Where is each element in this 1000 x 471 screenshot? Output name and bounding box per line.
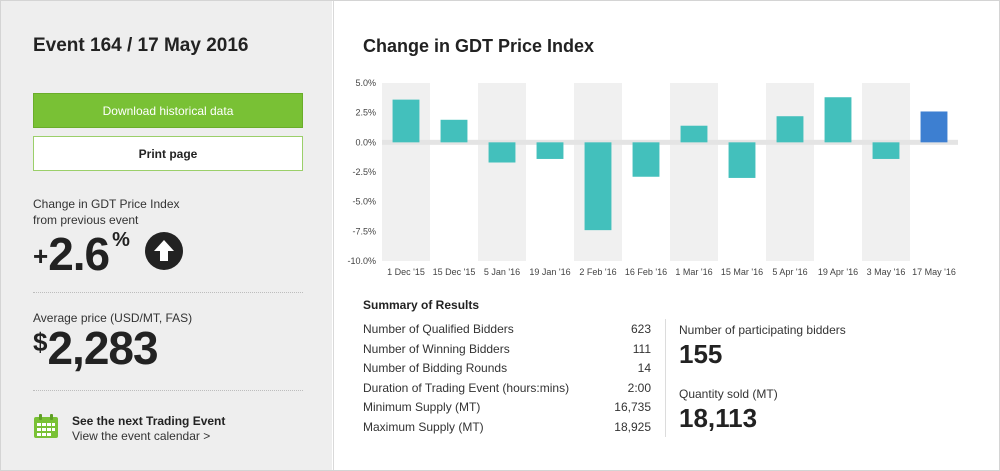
bar (584, 142, 612, 231)
view-event-calendar-link[interactable]: View the event calendar > (72, 429, 211, 443)
summary-row-label: Duration of Trading Event (hours:mins) (363, 380, 570, 395)
summary-row-label: Number of Qualified Bidders (363, 322, 514, 336)
summary-row-value: 623 (630, 322, 651, 336)
y-tick-label: 0.0% (355, 137, 376, 147)
up-arrow-icon (145, 232, 183, 270)
x-tick-label: 2 Feb '16 (579, 267, 616, 277)
bar (680, 125, 708, 143)
column-shade (862, 83, 910, 261)
quantity-sold-value: 18,113 (679, 403, 758, 433)
x-tick-label: 16 Feb '16 (625, 267, 667, 277)
x-tick-label: 5 Jan '16 (484, 267, 520, 277)
summary-row: Maximum Supply (MT) 18,925 (363, 420, 651, 438)
quantity-sold-label: Quantity sold (MT) (679, 387, 778, 401)
x-tick-label: 5 Apr '16 (772, 267, 807, 277)
y-tick-label: -7.5% (352, 226, 376, 236)
bar (440, 119, 468, 143)
y-tick-label: -5.0% (352, 197, 376, 207)
avg-price-label: Average price (USD/MT, FAS) (33, 311, 193, 325)
print-page-button[interactable]: Print page (33, 136, 303, 171)
summary-row: Number of Winning Bidders 111 (363, 342, 651, 360)
chart-panel: Change in GDT Price Index 5.0% 2.5% 0.0% -2… (333, 1, 999, 470)
column-shade (670, 83, 718, 261)
summary-row-value: 16,735 (614, 400, 651, 414)
participating-bidders-label: Number of participating bidders (679, 323, 846, 337)
divider (33, 390, 303, 391)
chart-title: Change in GDT Price Index (363, 36, 595, 56)
vertical-divider (665, 319, 666, 437)
summary-title: Summary of Results (363, 298, 480, 312)
change-sublabel: from previous event (33, 213, 139, 227)
y-tick-label: 2.5% (355, 108, 376, 118)
zero-line (382, 139, 958, 145)
avg-price-currency: $ (33, 327, 48, 357)
summary-row-value: 14 (637, 361, 651, 375)
summary-row-value: 2:00 (627, 380, 651, 395)
summary-row-label: Number of Winning Bidders (363, 341, 510, 356)
bar (632, 142, 660, 177)
x-tick-label: 3 May '16 (867, 267, 906, 277)
x-tick-label: 15 Mar '16 (721, 267, 763, 277)
bar (920, 111, 948, 143)
summary-row: Number of Bidding Rounds 14 (363, 361, 651, 379)
x-tick-label: 19 Jan '16 (529, 267, 570, 277)
summary-row-value: 111 (632, 341, 651, 356)
bar (824, 97, 852, 143)
x-tick-label: 19 Apr '16 (818, 267, 858, 277)
event-summary-panel: Event 164 / 17 May 2016 Download histori… (1, 1, 332, 470)
participating-bidders-value: 155 (679, 339, 723, 369)
summary-row-label: Number of Bidding Rounds (363, 361, 508, 375)
y-tick-label: -2.5% (352, 167, 376, 177)
column-shade (478, 83, 526, 261)
change-sign: + (33, 241, 49, 271)
summary-row: Duration of Trading Event (hours:mins) 2:… (363, 381, 651, 399)
change-label: Change in GDT Price Index (33, 197, 180, 211)
summary-row-label: Maximum Supply (MT) (363, 419, 484, 434)
change-value-group: +2.6% (33, 227, 130, 281)
price-index-chart: 5.0% 2.5% 0.0% -2.5% -5.0% -7.5% -10.0% 1 Dec '… (347, 78, 958, 277)
divider (33, 292, 303, 293)
summary-row: Number of Qualified Bidders 623 (363, 322, 651, 340)
bar (728, 142, 756, 178)
summary-row: Minimum Supply (MT) 16,735 (363, 400, 651, 418)
bar (392, 99, 420, 143)
next-event-title: See the next Trading Event (72, 414, 226, 428)
bar (872, 142, 900, 159)
x-tick-label: 15 Dec '15 (433, 267, 476, 277)
calendar-icon (33, 413, 59, 439)
x-tick-label: 17 May '16 (912, 267, 956, 277)
bar (776, 116, 804, 143)
event-title: Event 164 / 17 May 2016 (33, 35, 249, 56)
y-tick-label: 5.0% (355, 78, 376, 88)
bar (488, 142, 516, 163)
column-shade (766, 83, 814, 261)
summary-row-label: Minimum Supply (MT) (363, 400, 481, 414)
avg-price-value: 2,283 (47, 322, 158, 374)
summary-row-value: 18,925 (614, 419, 651, 434)
y-tick-label: -10.0% (347, 256, 376, 266)
download-historical-data-button[interactable]: Download historical data (33, 93, 303, 128)
x-tick-label: 1 Mar '16 (675, 267, 712, 277)
avg-price-group: $2,283 (33, 321, 159, 375)
change-value: 2.6 (48, 228, 110, 280)
change-unit: % (112, 229, 130, 251)
bar (536, 142, 564, 159)
x-tick-label: 1 Dec '15 (387, 267, 425, 277)
